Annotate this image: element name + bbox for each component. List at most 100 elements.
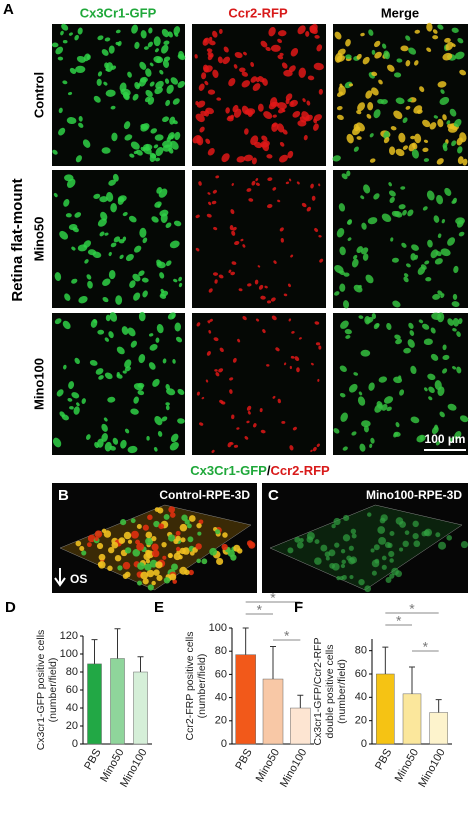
cell-speck — [205, 107, 214, 115]
cell-speck — [151, 549, 160, 558]
legend-green: Cx3Cr1-GFP — [190, 463, 267, 478]
cell-speck — [90, 319, 98, 328]
cell-speck — [93, 193, 101, 199]
y-tick-label: 100 — [60, 648, 78, 660]
cell-speck — [405, 60, 411, 67]
cell-speck — [164, 78, 170, 84]
cell-speck — [76, 402, 80, 407]
y-tick-label: 120 — [60, 630, 78, 642]
cell-speck — [339, 83, 343, 88]
cell-speck — [201, 396, 205, 400]
cell-speck — [270, 44, 281, 52]
cell-speck — [389, 558, 394, 563]
cell-speck — [209, 318, 213, 322]
cell-speck — [310, 183, 314, 189]
os-arrow — [54, 568, 66, 587]
cell-speck — [255, 77, 260, 83]
cell-speck — [344, 329, 352, 335]
cell-speck — [434, 424, 439, 431]
cell-speck — [73, 406, 80, 415]
cell-speck — [378, 536, 387, 545]
cell-speck — [163, 40, 170, 46]
y-axis-label: double positive cells — [324, 645, 336, 739]
cell-speck — [128, 215, 137, 223]
cell-speck — [196, 100, 206, 108]
cell-speck — [381, 403, 388, 411]
cell-speck — [400, 186, 406, 190]
cell-speck — [305, 31, 310, 37]
cell-speck — [307, 75, 315, 81]
cell-speck — [447, 125, 458, 133]
cell-speck — [130, 530, 139, 539]
cell-speck — [410, 365, 417, 375]
cell-speck — [361, 222, 367, 230]
cell-speck — [211, 449, 215, 453]
y-tick-label: 40 — [355, 691, 367, 703]
cell-speck — [117, 565, 123, 571]
cell-speck — [243, 154, 254, 162]
cell-speck — [89, 360, 98, 366]
cell-speck — [408, 143, 416, 152]
cell-speck — [158, 523, 165, 530]
cell-speck — [407, 209, 414, 217]
cell-speck — [207, 89, 216, 95]
cell-speck — [145, 531, 153, 539]
error-bar — [91, 639, 98, 664]
cell-speck — [157, 203, 161, 208]
cell-speck — [403, 273, 409, 278]
cell-speck — [314, 539, 320, 545]
cell-speck — [339, 575, 344, 581]
cell-speck — [430, 327, 436, 334]
cell-speck — [123, 531, 132, 540]
cell-speck — [168, 506, 176, 513]
y-tick-label: 40 — [66, 702, 78, 714]
cell-speck — [460, 540, 469, 549]
cell-speck — [241, 80, 251, 88]
cell-speck — [232, 226, 237, 231]
cell-speck — [363, 184, 371, 194]
cell-speck — [454, 51, 465, 60]
cell-speck — [77, 27, 83, 35]
cell-speck — [86, 542, 92, 548]
cell-speck — [69, 67, 77, 74]
cell-speck — [250, 61, 255, 67]
cell-speck — [221, 153, 230, 163]
cell-speck — [148, 27, 153, 34]
cell-speck — [371, 71, 378, 77]
cell-speck — [277, 30, 287, 37]
cell-speck — [78, 115, 83, 122]
cell-speck — [298, 67, 306, 78]
cell-speck — [370, 548, 375, 553]
cell-speck — [130, 340, 137, 348]
cell-speck — [311, 195, 316, 201]
cell-speck — [178, 276, 183, 282]
cell-speck — [290, 254, 294, 258]
cell-speck — [410, 135, 416, 140]
cell-speck — [112, 437, 119, 445]
cell-speck — [371, 570, 377, 576]
cell-speck — [398, 204, 406, 210]
cell-speck — [132, 273, 141, 282]
cell-speck — [434, 258, 443, 265]
cell-speck — [66, 117, 77, 125]
cell-speck — [108, 331, 114, 339]
cell-speck — [198, 519, 204, 525]
cell-speck — [279, 154, 288, 163]
cell-speck — [417, 266, 426, 275]
cell-speck — [272, 114, 277, 118]
cell-speck — [447, 237, 456, 246]
cell-speck — [391, 567, 399, 576]
cell-speck — [63, 198, 70, 207]
cell-speck — [351, 258, 359, 268]
cell-speck — [154, 507, 160, 512]
cell-speck — [151, 543, 159, 551]
cell-speck — [440, 248, 451, 257]
cell-speck — [149, 62, 154, 67]
cell-speck — [248, 198, 254, 202]
panel-title: Mino100-RPE-3D — [366, 488, 462, 502]
cell-speck — [213, 226, 218, 231]
cell-speck — [75, 155, 82, 163]
cell-speck — [103, 81, 108, 86]
cell-speck — [457, 37, 464, 44]
cell-speck — [387, 64, 395, 72]
